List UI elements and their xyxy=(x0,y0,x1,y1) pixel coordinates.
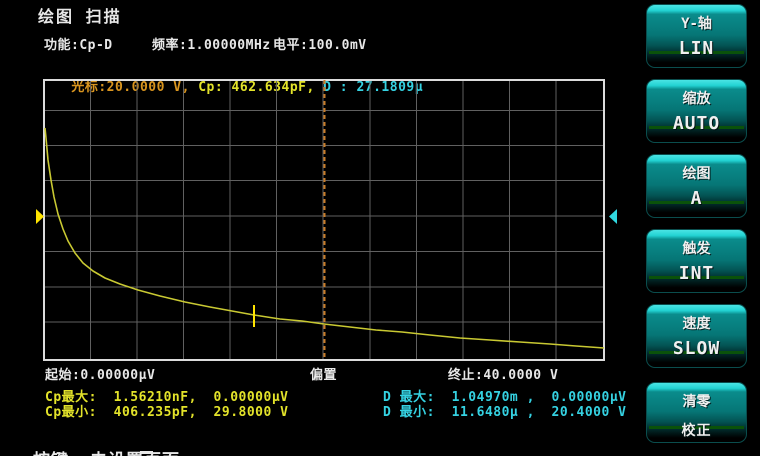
stat-d-min: D 最小: 11.6480μ , 20.4000 V xyxy=(383,405,627,420)
softkey-trigger-value: INT xyxy=(678,263,715,284)
softkey-speed[interactable]: 速度 SLOW xyxy=(646,304,747,368)
param-frequency: 频率:1.00000MHz xyxy=(152,38,271,53)
stat-cp-min: Cp最小: 406.235pF, 29.8000 V xyxy=(45,405,289,420)
right-trace-marker-icon xyxy=(609,209,617,224)
softkey-speed-label: 速度 xyxy=(682,316,711,332)
softkey-plot-value: A xyxy=(690,188,703,209)
softkey-zero-cal[interactable]: 清零 校正 xyxy=(646,382,747,443)
footer-hint-prefix: 按键 xyxy=(33,446,69,456)
cursor-readout: 光标:20.0000 V, Cp: 462.634pF, D : 27.1809… xyxy=(38,61,423,110)
stat-cp-max: Cp最大: 1.56210nF, 0.00000μV xyxy=(45,390,289,405)
softkey-zero-cal-label: 清零 xyxy=(682,394,711,410)
softkey-y-axis-value: LIN xyxy=(678,38,715,59)
softkey-scale[interactable]: 缩放 AUTO xyxy=(646,79,747,143)
cursor-d-value: D : 27.1809μ xyxy=(323,80,424,95)
param-function: 功能:Cp-D xyxy=(44,38,113,53)
softkey-y-axis[interactable]: Y-轴 LIN xyxy=(646,4,747,68)
down-key-icon xyxy=(72,429,154,456)
stat-d-max: D 最大: 1.04970m , 0.00000μV xyxy=(383,390,627,405)
softkey-plot[interactable]: 绘图 A xyxy=(646,154,747,218)
cp-trace xyxy=(44,127,605,349)
cursor-bias-value: 光标:20.0000 V, xyxy=(71,80,199,95)
softkey-plot-label: 绘图 xyxy=(682,166,711,182)
softkey-speed-value: SLOW xyxy=(672,338,721,359)
softkey-zero-cal-value: 校正 xyxy=(681,423,712,439)
softkey-scale-value: AUTO xyxy=(672,113,721,134)
axis-stop-label: 终止:40.0000 V xyxy=(448,368,559,383)
footer-hint-suffix: 去设置页面 xyxy=(90,446,180,456)
param-level: 电平:100.0mV xyxy=(273,38,367,53)
left-trace-marker-icon xyxy=(36,209,44,224)
footer-hint: 按键 去设置页面 xyxy=(33,428,180,456)
softkey-trigger[interactable]: 触发 INT xyxy=(646,229,747,293)
softkey-scale-label: 缩放 xyxy=(682,91,711,107)
axis-bias-label: 偏置 xyxy=(310,368,338,383)
axis-start-label: 起始:0.00000μV xyxy=(45,368,156,383)
softkey-y-axis-label: Y-轴 xyxy=(681,16,712,32)
cursor-cp-value: Cp: 462.634pF, xyxy=(198,80,324,95)
page-title: 绘图 扫描 xyxy=(38,7,122,26)
softkey-trigger-label: 触发 xyxy=(682,241,711,257)
